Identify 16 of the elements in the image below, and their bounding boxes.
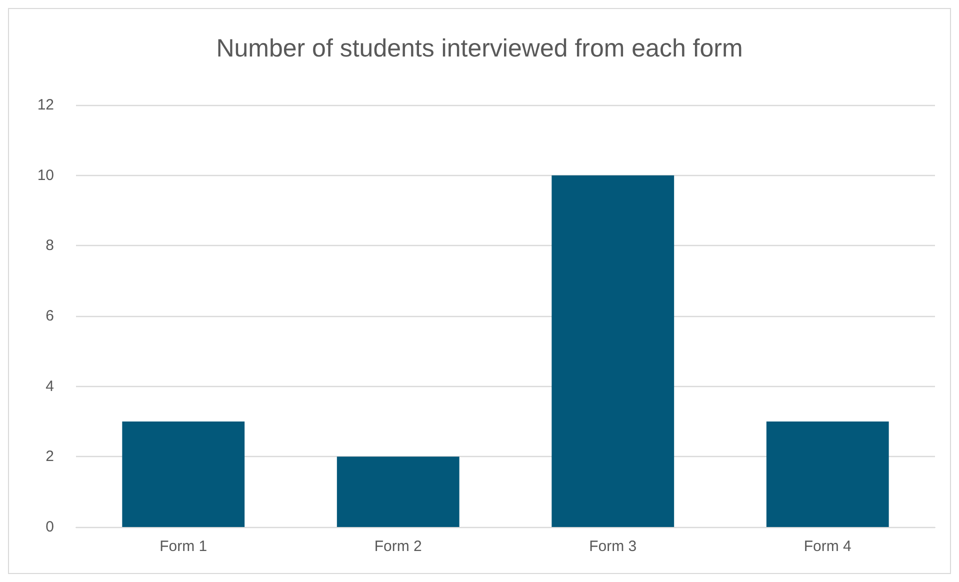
x-tick-label: Form 2 [374,538,422,555]
bar [552,175,674,527]
y-tick-label: 8 [46,237,54,254]
chart-title: Number of students interviewed from each form [216,34,743,62]
y-tick-label: 2 [46,448,54,466]
y-tick-label: 12 [37,96,54,114]
bar [336,456,460,527]
y-tick-label: 0 [46,518,54,536]
x-tick-label: Form 4 [804,538,852,555]
bar [766,422,889,527]
x-tick-label: Form 1 [160,538,208,555]
y-tick-label: 4 [46,378,54,395]
bar [122,422,245,527]
x-tick-label: Form 3 [589,538,637,555]
y-tick-label: 10 [37,166,54,184]
y-tick-label: 6 [46,308,54,324]
